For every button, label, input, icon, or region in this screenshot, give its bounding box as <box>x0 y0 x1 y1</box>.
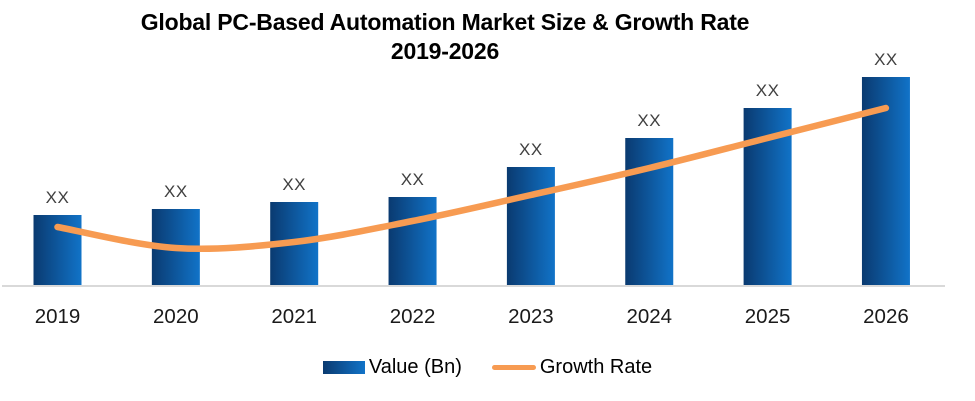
chart-legend: Value (Bn) Growth Rate <box>0 356 975 379</box>
bar-data-label-2022: XX <box>401 170 425 189</box>
bar-data-label-2026: XX <box>874 50 898 69</box>
x-tick-label-2023: 2023 <box>508 305 554 328</box>
bar-2024 <box>625 138 674 286</box>
bar-data-label-2019: XX <box>46 188 70 207</box>
x-tick-label-2024: 2024 <box>626 305 672 328</box>
x-tick-label-2021: 2021 <box>271 305 317 328</box>
x-tick-label-2022: 2022 <box>390 305 436 328</box>
line-series-swatch-icon <box>491 365 536 370</box>
growth-rate-line <box>54 104 890 253</box>
bar-data-label-2021: XX <box>282 175 306 194</box>
bar-data-label-2023: XX <box>519 140 543 159</box>
x-tick-label-2025: 2025 <box>745 305 791 328</box>
bar-2023 <box>506 167 555 286</box>
bar-series-swatch-icon <box>322 361 365 374</box>
bar-data-label-2020: XX <box>164 182 188 201</box>
bar-data-label-2024: XX <box>637 111 661 130</box>
x-tick-label-2019: 2019 <box>35 305 81 328</box>
legend-item-growth: Growth Rate <box>491 356 653 379</box>
legend-label-growth: Growth Rate <box>539 356 653 378</box>
bar-data-label-2025: XX <box>756 81 780 100</box>
x-tick-label-2020: 2020 <box>153 305 199 328</box>
chart-title-line2: 2019-2026 <box>390 38 500 64</box>
legend-label-value: Value (Bn) <box>368 356 462 378</box>
x-tick-label-2026: 2026 <box>863 305 909 328</box>
x-axis-line <box>2 285 945 287</box>
chart-title: Global PC-Based Automation Market Size &… <box>0 8 890 66</box>
bar-2022 <box>388 197 437 286</box>
chart-title-line1: Global PC-Based Automation Market Size &… <box>140 9 750 35</box>
legend-item-value: Value (Bn) <box>322 356 462 379</box>
